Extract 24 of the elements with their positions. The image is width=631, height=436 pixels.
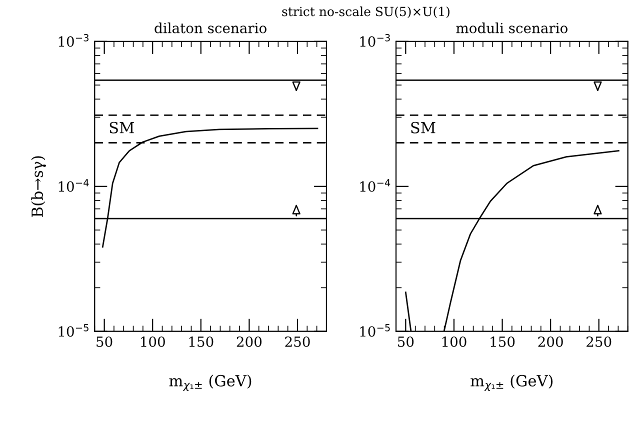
annotation: SM [411,122,436,134]
y-tick-label: 10$^{−5}$ [58,324,88,337]
x-tick-label: 250 [586,336,612,347]
x-tick-label: 150 [189,336,214,347]
x-tick-label: 50 [96,336,112,347]
y-tick-label: 10$^{−4}$ [360,179,390,192]
x-tick-label: 100 [442,336,466,347]
x-tick-label: 200 [538,336,563,347]
text: strict no-scale SU(5)×U(1) [282,6,450,18]
x-tick-label: 50 [398,336,414,347]
x-axis-title: m$_{χ₁±}$ (GeV) [169,374,252,392]
x-tick-label: 100 [141,336,165,347]
y-tick-label: 10$^{−5}$ [360,324,390,337]
annotation: SM [110,122,134,134]
y-tick-label: 10$^{−4}$ [58,179,89,192]
chart-title: dilaton scenario [154,22,266,34]
y-axis-title: B(b→sγ) [31,156,46,217]
y-tick-label: 10$^{−3}$ [58,34,89,47]
x-tick-label: 250 [285,336,310,347]
x-tick-label: 200 [236,336,262,347]
chart-title: moduli scenario [456,22,568,34]
x-axis-title: m$_{χ₁±}$ (GeV) [470,374,553,392]
y-tick-label: 10$^{−3}$ [360,34,390,47]
x-tick-label: 150 [490,336,515,347]
